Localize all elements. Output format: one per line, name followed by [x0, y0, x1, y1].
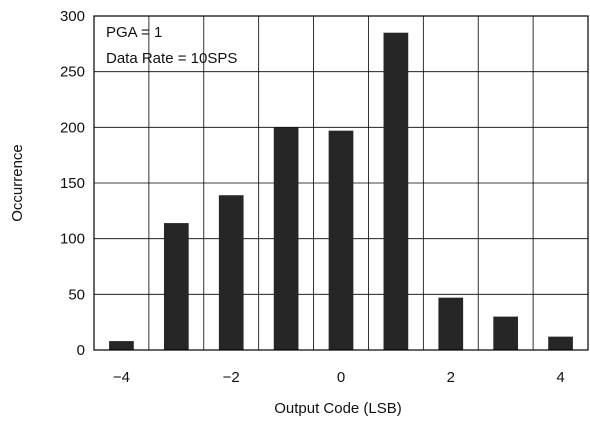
bars: [109, 32, 573, 350]
x-tick-label-0: −4: [113, 369, 130, 386]
y-axis-label: Occurrence: [9, 144, 26, 222]
bar-1: [383, 32, 409, 350]
bar--2: [218, 195, 244, 350]
x-tick-label-3: 2: [447, 369, 455, 386]
bar--3: [163, 223, 189, 350]
plot-frame: [93, 15, 589, 351]
y-tick-labels: 0 50 100 150 200 250 300: [60, 8, 85, 359]
bar-3: [493, 316, 519, 350]
bar-4: [548, 336, 573, 350]
annotation-pga: PGA = 1: [106, 24, 162, 41]
y-tick-label-6: 300: [60, 8, 85, 25]
bar--4: [109, 341, 134, 350]
bar-2: [438, 297, 464, 350]
x-tick-label-2: 0: [337, 369, 345, 386]
bar--1: [273, 127, 299, 350]
x-tick-label-4: 4: [556, 369, 564, 386]
grid-lines: [94, 15, 588, 351]
x-tick-label-1: −2: [223, 369, 240, 386]
y-tick-label-4: 200: [60, 119, 85, 136]
y-tick-label-3: 150: [60, 175, 85, 192]
x-axis-label: Output Code (LSB): [274, 400, 402, 417]
y-tick-label-5: 250: [60, 64, 85, 81]
annotation-data-rate: Data Rate = 10SPS: [106, 50, 237, 67]
y-tick-label-0: 0: [77, 342, 85, 359]
bar-0: [328, 130, 354, 350]
y-tick-label-2: 100: [60, 231, 85, 248]
x-tick-labels: −4 −2 0 2 4: [113, 369, 565, 386]
y-tick-label-1: 50: [68, 286, 85, 303]
